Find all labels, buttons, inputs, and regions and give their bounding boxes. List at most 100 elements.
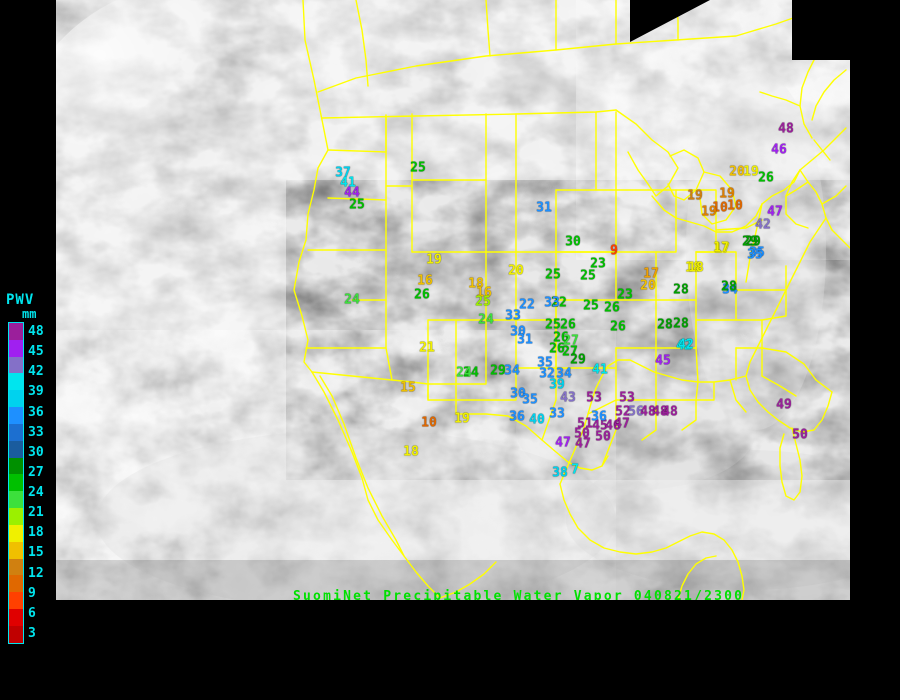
station-pwv-value: 50: [574, 426, 590, 442]
legend-tick-label: 45: [28, 344, 44, 360]
station-pwv-value: 38: [552, 465, 568, 481]
satellite-map: 37 41 44 25 25 19 16 26 24 18 16 25 24 21 24 15 10 19 18 31…: [56, 0, 850, 600]
legend-tick-label: 6: [28, 605, 36, 621]
station-pwv-value: 35: [537, 355, 553, 371]
station-pwv-value: 17: [713, 240, 729, 256]
political-boundaries: [293, 0, 850, 600]
station-pwv-value: 29: [745, 234, 761, 250]
legend-tick-label: 33: [28, 424, 44, 440]
station-pwv-value: 27: [562, 344, 578, 360]
legend-tick-label: 42: [28, 364, 44, 380]
station-pwv-value: 34: [722, 282, 738, 298]
station-pwv-value: 37: [335, 165, 351, 181]
station-pwv-value: 26: [758, 170, 774, 186]
legend-swatch: [9, 575, 23, 593]
legend-swatch: [9, 356, 23, 374]
station-pwv-value: 22: [519, 297, 535, 313]
satellite-cloud-field: [56, 0, 850, 600]
station-pwv-value: 42: [755, 217, 771, 233]
station-pwv-value: 42: [676, 338, 692, 354]
station-pwv-value: 48: [662, 404, 678, 420]
station-pwv-value: 17: [714, 241, 730, 257]
station-pwv-value: 49: [776, 397, 792, 413]
station-pwv-value: 30: [565, 234, 581, 250]
station-pwv-value: 20: [640, 278, 656, 294]
legend-swatch: [9, 558, 23, 576]
station-pwv-value: 53: [586, 390, 602, 406]
station-pwv-value: 29: [490, 363, 506, 379]
station-pwv-value: 20: [508, 263, 524, 279]
legend-swatch: [9, 457, 23, 475]
station-pwv-value: 28: [673, 316, 689, 332]
station-pwv-value: 26: [610, 319, 626, 335]
station-pwv-value: 34: [504, 363, 520, 379]
station-pwv-value: 25: [349, 197, 365, 213]
station-pwv-value: 29: [570, 352, 586, 368]
station-pwv-value: 19: [454, 411, 470, 427]
legend-tick-label: 27: [28, 464, 44, 480]
legend-tick-label: 39: [28, 384, 44, 400]
station-pwv-value: 52: [615, 404, 631, 420]
legend-tick-label: 9: [28, 585, 36, 601]
station-pwv-value: 25: [410, 160, 426, 176]
station-pwv-value: 19: [719, 186, 735, 202]
station-pwv-value: 46: [605, 418, 621, 434]
station-pwv-value: 50: [595, 429, 611, 445]
legend-tick-label: 3: [28, 625, 36, 641]
station-pwv-value: 28: [721, 279, 737, 295]
legend-title: PWV: [6, 292, 35, 308]
legend-swatch: [9, 440, 23, 458]
station-pwv-value: 18: [685, 260, 701, 276]
legend-swatch: [9, 592, 23, 610]
station-pwv-value: 48: [640, 404, 656, 420]
legend-tick-label: 48: [28, 324, 44, 339]
legend-swatch: [9, 625, 23, 643]
legend-swatch: [9, 609, 23, 626]
station-pwv-value: 19: [426, 252, 442, 268]
station-pwv-value: 7: [571, 462, 579, 478]
legend-swatch: [9, 474, 23, 492]
station-pwv-value: 19: [687, 188, 703, 204]
station-pwv-value: 41: [340, 175, 356, 191]
station-pwv-value: 30: [510, 386, 526, 402]
station-pwv-value: 30: [510, 324, 526, 340]
station-pwv-value: 25: [580, 268, 596, 284]
station-pwv-value: 50: [792, 427, 808, 443]
station-pwv-value: 47: [575, 436, 591, 452]
station-pwv-value: 33: [549, 406, 565, 422]
station-pwv-value: 26: [414, 287, 430, 303]
station-pwv-value: 10: [421, 415, 437, 431]
station-pwv-value: 18: [403, 444, 419, 460]
legend-swatch: [9, 339, 23, 357]
station-pwv-value: 35: [522, 392, 538, 408]
legend-swatch: [9, 491, 23, 509]
station-pwv-value: 53: [619, 390, 635, 406]
pwv-color-legend: PWV mm 48 45 42 39 36 33 30 27 24 21 18 15 12 9 6 3: [0, 292, 56, 652]
legend-tick-label: 30: [28, 444, 44, 460]
station-pwv-value: 39: [549, 377, 565, 393]
station-pwv-value: 24: [478, 312, 494, 328]
station-pwv-value: 42: [678, 337, 694, 353]
station-pwv-value: 36: [591, 409, 607, 425]
map-caption: SuomiNet Precipitable Water Vapor 040821…: [293, 589, 745, 600]
station-pwv-value: 26: [549, 341, 565, 357]
station-pwv-value: 47: [614, 416, 630, 432]
station-pwv-value: 23: [590, 256, 606, 272]
station-pwv-value: 45: [592, 418, 608, 434]
station-pwv-value: 10: [712, 200, 728, 216]
station-pwv-value: 23: [617, 287, 633, 303]
station-pwv-value: 48: [652, 404, 668, 420]
station-pwv-value: 9: [610, 243, 618, 259]
legend-swatch: [9, 323, 23, 340]
station-pwv-value: 48: [778, 121, 794, 137]
legend-swatch: [9, 524, 23, 542]
legend-tick-label: 21: [28, 505, 44, 521]
station-pwv-value: 15: [400, 380, 416, 396]
station-pwv-value: 26: [604, 300, 620, 316]
station-pwv-value: 31: [536, 200, 552, 216]
station-pwv-value: 28: [657, 317, 673, 333]
station-pwv-value: 16: [417, 273, 433, 289]
station-pwv-value: 46: [771, 142, 787, 158]
legend-tick-label: 18: [28, 525, 44, 541]
